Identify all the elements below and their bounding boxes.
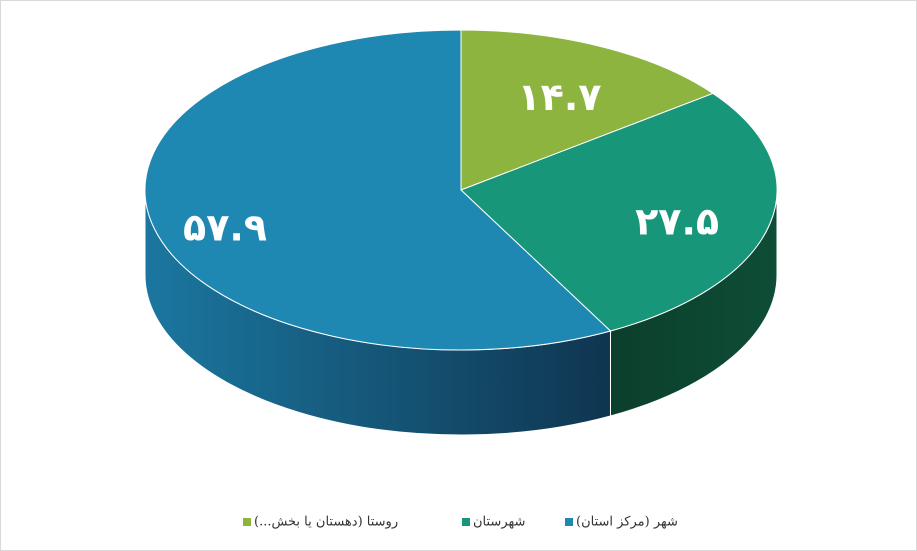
legend-label: شهر (مرکز استان) [576, 515, 678, 530]
value-label: ۵۷.۹ [183, 206, 267, 250]
slice [460, 92, 778, 332]
legend-swatch [462, 518, 470, 526]
legend-label: روستا (دهستان یا بخش...) [254, 515, 398, 530]
value-label: ۲۷.۵ [635, 199, 719, 243]
slice [144, 29, 612, 351]
legend-swatch [243, 518, 251, 526]
slice [460, 29, 715, 191]
legend-swatch [565, 518, 573, 526]
legend-label: شهرستان [473, 515, 525, 530]
value-label: ۱۴.۷ [517, 75, 601, 119]
